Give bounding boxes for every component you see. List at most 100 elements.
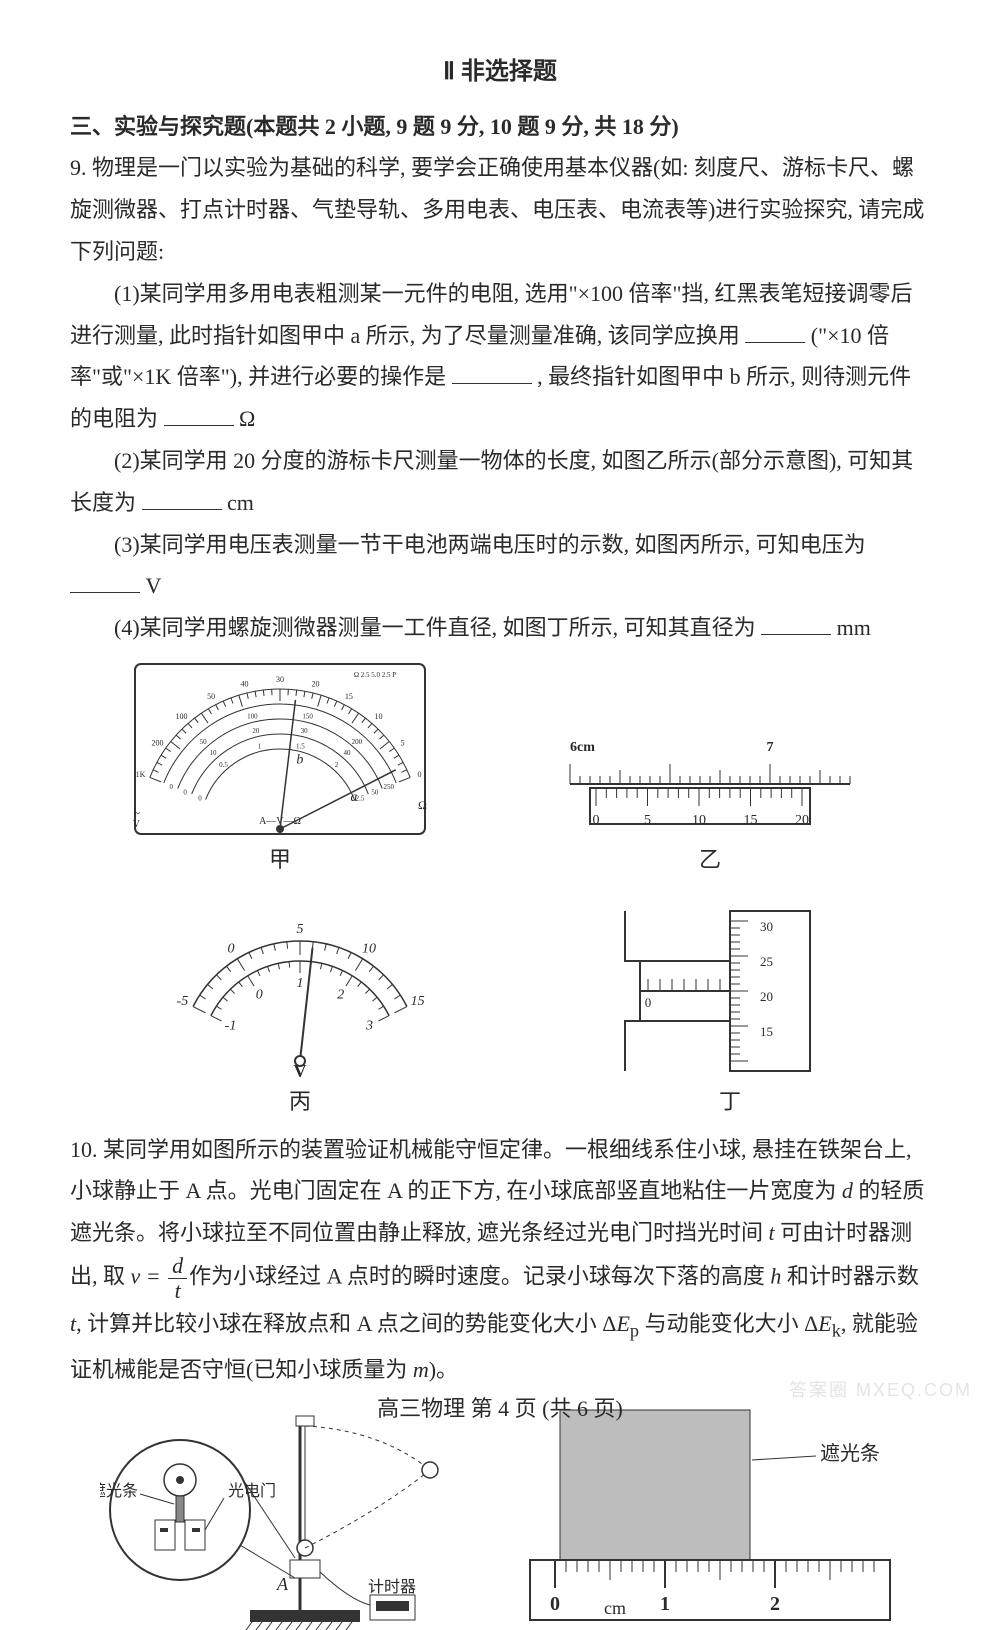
q9-p1-unit: Ω: [239, 406, 255, 431]
svg-text:2: 2: [770, 1593, 780, 1615]
svg-text:1: 1: [297, 976, 304, 991]
micrometer-ding-icon: 0 30 25 20 15: [620, 891, 840, 1081]
frac-den: t: [168, 1279, 187, 1303]
svg-text:100: 100: [176, 712, 188, 721]
svg-text:7: 7: [767, 740, 774, 755]
q10-i: )。: [429, 1357, 458, 1382]
svg-text:V: V: [133, 819, 141, 830]
fig-ruler-wrap: 遮光条012cm: [520, 1400, 900, 1630]
svg-text:0: 0: [593, 813, 600, 828]
caption-jia: 甲: [130, 839, 430, 881]
voltmeter-bing-icon: -10123-5051015V: [160, 911, 440, 1081]
vernier-yi-icon: 6cm705101520: [550, 729, 870, 839]
fig-ding-wrap: 0 30 25 20 15 丁: [620, 891, 840, 1123]
svg-text:Ω: Ω: [418, 798, 427, 812]
caption-yi: 乙: [550, 839, 870, 881]
svg-text:0: 0: [256, 987, 263, 1002]
q9-p3: (3)某同学用电压表测量一节干电池两端电压时的示数, 如图丙所示, 可知电压为 …: [70, 524, 930, 608]
svg-text:~: ~: [134, 806, 141, 820]
svg-text:6cm: 6cm: [570, 740, 595, 755]
svg-text:1.5: 1.5: [296, 742, 305, 750]
q10-d: d: [842, 1178, 853, 1203]
svg-text:1: 1: [258, 742, 262, 750]
svg-text:2: 2: [335, 761, 339, 769]
svg-text:光电门: 光电门: [228, 1482, 276, 1500]
svg-text:30: 30: [276, 675, 284, 684]
fig-jia-wrap: 1K20010050403020151050050100150200250010…: [130, 659, 430, 881]
svg-text:25: 25: [760, 954, 773, 969]
svg-text:100: 100: [247, 712, 258, 720]
svg-text:cm: cm: [604, 1598, 626, 1618]
q10-Ep-sub: p: [630, 1321, 639, 1341]
blank-6: [761, 610, 831, 635]
svg-text:0: 0: [645, 995, 652, 1010]
q10-Ep: E: [616, 1311, 629, 1336]
frac-num: d: [168, 1254, 187, 1279]
svg-text:15: 15: [760, 1024, 773, 1039]
svg-text:0.5: 0.5: [219, 761, 228, 769]
svg-text:V: V: [294, 1061, 307, 1081]
svg-text:3: 3: [365, 1018, 373, 1033]
svg-text:5: 5: [400, 738, 404, 747]
figure-row-2: -10123-5051015V 丙 030252015 丁: [70, 891, 930, 1123]
svg-text:200: 200: [352, 738, 363, 746]
q10-f: , 计算并比较小球在释放点和 A 点之间的势能变化大小 Δ: [76, 1311, 616, 1336]
caption-bing: 丙: [160, 1081, 440, 1123]
svg-text:15: 15: [345, 692, 353, 701]
svg-text:50: 50: [207, 692, 215, 701]
watermark: 答案圈 MXEQ.COM: [789, 1380, 972, 1402]
q10-a: 10. 某同学用如图所示的装置验证机械能守恒定律。一根细线系住小球, 悬挂在铁架…: [70, 1137, 912, 1204]
q9-p1: (1)某同学用多用电表粗测某一元件的电阻, 选用"×100 倍率"挡, 红黑表笔…: [70, 273, 930, 440]
fig-yi-wrap: 6cm705101520 乙: [550, 729, 870, 881]
blank-3: [164, 401, 234, 426]
svg-text:计时器: 计时器: [368, 1578, 416, 1596]
svg-text:20: 20: [311, 679, 319, 688]
caption-ding: 丁: [620, 1081, 840, 1123]
svg-text:A: A: [276, 1574, 289, 1594]
svg-text:0: 0: [198, 794, 202, 802]
page: Ⅱ 非选择题 三、实验与探究题(本题共 2 小题, 9 题 9 分, 10 题 …: [0, 0, 1000, 1448]
q10-stem: 10. 某同学用如图所示的装置验证机械能守恒定律。一根细线系住小球, 悬挂在铁架…: [70, 1129, 930, 1391]
q9-stem: 9. 物理是一门以实验为基础的科学, 要学会正确使用基本仪器(如: 刻度尺、游标…: [70, 147, 930, 272]
svg-text:1K: 1K: [136, 770, 146, 779]
figure-row-1: 1K20010050403020151050050100150200250010…: [70, 659, 930, 881]
svg-text:200: 200: [152, 738, 164, 747]
svg-text:40: 40: [343, 749, 351, 757]
svg-text:a: a: [350, 790, 357, 805]
svg-text:0: 0: [183, 788, 187, 796]
q9-p4-unit: mm: [837, 615, 871, 640]
svg-text:1: 1: [660, 1593, 670, 1615]
q9-p3-text: (3)某同学用电压表测量一节干电池两端电压时的示数, 如图丙所示, 可知电压为: [114, 532, 866, 557]
svg-text:10: 10: [374, 712, 382, 721]
q9-p4: (4)某同学用螺旋测微器测量一工件直径, 如图丁所示, 可知其直径为 mm: [70, 607, 930, 649]
svg-text:50: 50: [200, 738, 208, 746]
fig-bing-wrap: -10123-5051015V 丙: [160, 911, 440, 1123]
svg-text:20: 20: [795, 813, 809, 828]
svg-text:20: 20: [760, 989, 773, 1004]
q9-p2: (2)某同学用 20 分度的游标卡尺测量一物体的长度, 如图乙所示(部分示意图)…: [70, 440, 930, 524]
svg-text:250: 250: [384, 783, 395, 791]
svg-text:0: 0: [417, 770, 421, 779]
blank-1: [745, 317, 805, 342]
svg-text:50: 50: [371, 788, 379, 796]
svg-text:10: 10: [692, 813, 706, 828]
svg-text:0: 0: [228, 941, 235, 956]
svg-text:20: 20: [252, 727, 260, 735]
q9-p2-unit: cm: [227, 490, 254, 515]
q10-m: m: [413, 1357, 429, 1382]
fraction-d-over-t: dt: [168, 1254, 187, 1303]
section3-header: 三、实验与探究题(本题共 2 小题, 9 题 9 分, 10 题 9 分, 共 …: [70, 106, 930, 148]
svg-text:150: 150: [302, 712, 313, 720]
svg-text:Ω 2.5 5.0 2.5 P: Ω 2.5 5.0 2.5 P: [354, 671, 396, 679]
svg-text:遮光条: 遮光条: [820, 1442, 880, 1465]
svg-text:30: 30: [301, 727, 309, 735]
svg-text:40: 40: [241, 679, 249, 688]
blank-5: [70, 568, 140, 593]
svg-text:30: 30: [760, 919, 773, 934]
q10-g: 与动能变化大小 Δ: [639, 1311, 818, 1336]
blank-4: [142, 485, 222, 510]
ruler-strip-icon: 遮光条012cm: [520, 1400, 900, 1630]
q10-h: h: [770, 1264, 781, 1289]
apparatus-icon: A计时器遮光条光电门: [100, 1400, 460, 1630]
q9-p4-text: (4)某同学用螺旋测微器测量一工件直径, 如图丁所示, 可知其直径为: [114, 615, 756, 640]
